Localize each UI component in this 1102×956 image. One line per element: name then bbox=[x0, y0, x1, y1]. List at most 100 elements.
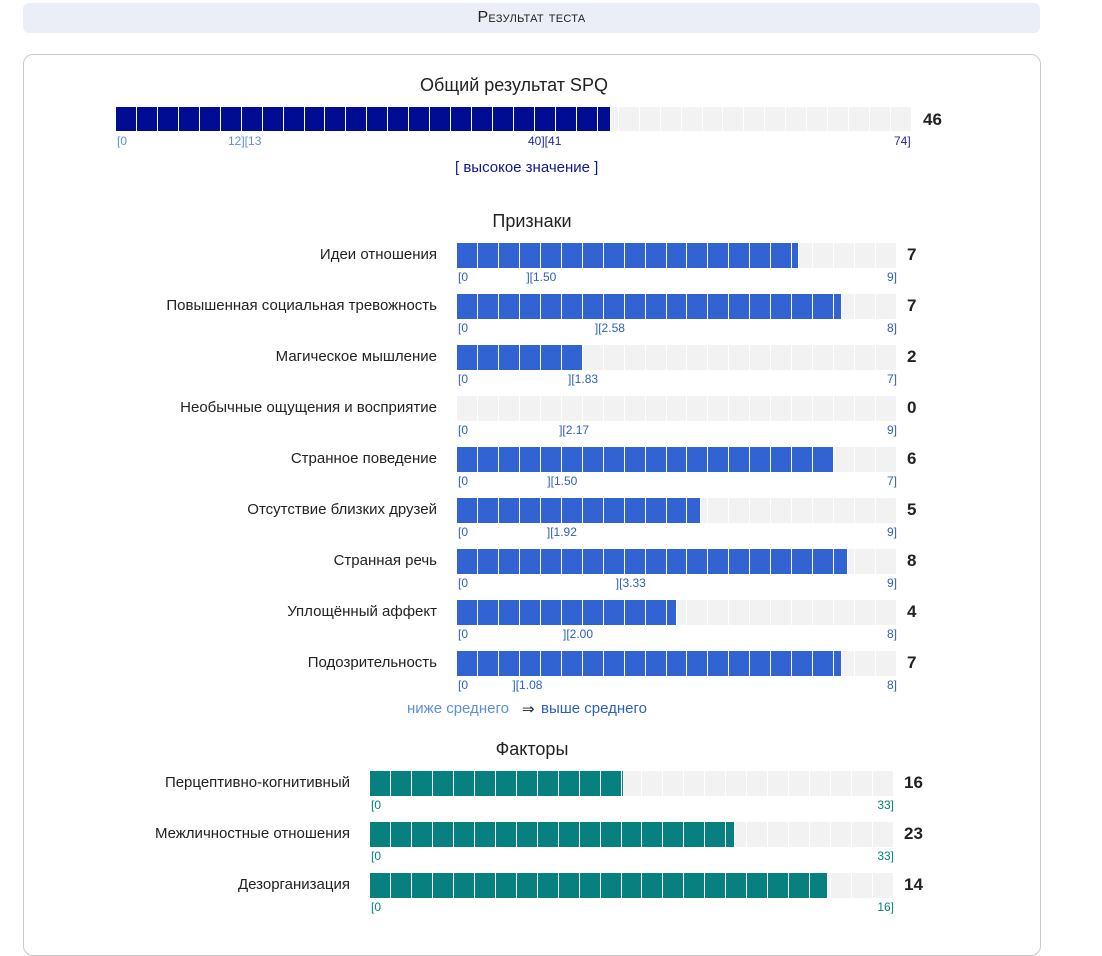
bar-segment bbox=[750, 651, 772, 676]
sign-bar bbox=[457, 600, 897, 625]
bar-segment bbox=[747, 822, 769, 847]
bar-segment bbox=[579, 771, 601, 796]
bar-segment bbox=[852, 822, 874, 847]
bar-segment bbox=[477, 549, 499, 574]
bar-segment bbox=[370, 873, 391, 898]
bar-segment bbox=[813, 651, 835, 676]
bar-segment bbox=[750, 549, 772, 574]
bar-segment bbox=[579, 822, 601, 847]
bar-segment bbox=[519, 243, 541, 268]
bar-segment bbox=[831, 822, 853, 847]
factor-score: 23 bbox=[904, 824, 923, 843]
bar-segment bbox=[457, 345, 478, 370]
bar-segment bbox=[582, 498, 604, 523]
bar-segment bbox=[457, 294, 478, 319]
bar-segment bbox=[561, 294, 583, 319]
bar-segment bbox=[390, 771, 412, 796]
signs-title: Признаки bbox=[492, 211, 572, 231]
bar-segment bbox=[645, 600, 667, 625]
bar-segment bbox=[603, 498, 625, 523]
bar-segment bbox=[792, 600, 814, 625]
bar-segment bbox=[498, 600, 520, 625]
bar-segment bbox=[457, 651, 478, 676]
bar-segment bbox=[744, 107, 766, 131]
bar-segment bbox=[855, 243, 877, 268]
bar-segment bbox=[199, 107, 221, 131]
bar-segment bbox=[771, 294, 793, 319]
bar-segment bbox=[582, 549, 604, 574]
bar-segment bbox=[477, 600, 499, 625]
bar-segment bbox=[813, 498, 835, 523]
bar-segment bbox=[432, 873, 454, 898]
bar-segment bbox=[747, 873, 769, 898]
bar-segment bbox=[792, 294, 814, 319]
bar-segment bbox=[370, 822, 391, 847]
sign-bar bbox=[457, 396, 897, 421]
bar-segment bbox=[558, 822, 580, 847]
bar-segment bbox=[729, 498, 751, 523]
sign-label: Странное поведение bbox=[290, 450, 437, 467]
bar-segment bbox=[241, 107, 263, 131]
bar-segment bbox=[792, 498, 814, 523]
bar-segment bbox=[582, 243, 604, 268]
factors-title: Факторы bbox=[495, 739, 569, 759]
bar-segment bbox=[474, 822, 496, 847]
bar-segment bbox=[842, 294, 856, 319]
bar-segment bbox=[540, 498, 562, 523]
bar-segment bbox=[768, 822, 790, 847]
bar-segment bbox=[582, 345, 604, 370]
bar-segment bbox=[262, 107, 284, 131]
overall-score: 46 bbox=[923, 110, 942, 129]
bar-segment bbox=[642, 822, 664, 847]
bar-segment bbox=[708, 600, 730, 625]
sign-bar bbox=[457, 294, 897, 319]
bar-segment bbox=[519, 294, 541, 319]
sign-min-label: [0 bbox=[458, 576, 469, 590]
bar-segment bbox=[411, 873, 433, 898]
bar-segment bbox=[687, 600, 709, 625]
bar-segment bbox=[561, 396, 583, 421]
bar-segment bbox=[852, 771, 874, 796]
bar-segment bbox=[624, 771, 643, 796]
bar-segment bbox=[750, 396, 772, 421]
bar-segment bbox=[681, 107, 703, 131]
bar-segment bbox=[870, 107, 892, 131]
bar-segment bbox=[750, 294, 772, 319]
bar-segment bbox=[498, 549, 520, 574]
bar-segment bbox=[457, 243, 478, 268]
bar-segment bbox=[768, 771, 790, 796]
bar-segment bbox=[624, 651, 646, 676]
bar-segment bbox=[873, 822, 894, 847]
sign-score: 4 bbox=[907, 602, 917, 621]
bar-segment bbox=[519, 447, 541, 472]
factor-min-label: [0 bbox=[371, 849, 382, 863]
bar-segment bbox=[666, 600, 677, 625]
bar-segment bbox=[477, 651, 499, 676]
bar-segment bbox=[666, 498, 688, 523]
bar-segment bbox=[735, 822, 748, 847]
bar-segment bbox=[876, 651, 897, 676]
bar-segment bbox=[610, 107, 619, 131]
bar-segment bbox=[645, 294, 667, 319]
bar-segment bbox=[325, 107, 347, 131]
bar-segment bbox=[687, 294, 709, 319]
sign-max-label: 8] bbox=[886, 627, 897, 641]
bar-segment bbox=[540, 549, 562, 574]
bar-segment bbox=[624, 345, 646, 370]
bar-segment bbox=[876, 549, 897, 574]
bar-segment bbox=[876, 345, 897, 370]
bar-segment bbox=[498, 345, 520, 370]
bar-segment bbox=[666, 294, 688, 319]
bar-segment bbox=[645, 243, 667, 268]
legend-arrow: ⇒ bbox=[522, 701, 535, 718]
factor-score: 14 bbox=[904, 875, 923, 894]
bar-segment bbox=[855, 651, 877, 676]
bar-segment bbox=[645, 651, 667, 676]
bar-segment bbox=[687, 651, 709, 676]
sign-score: 7 bbox=[907, 245, 917, 264]
bar-segment bbox=[516, 822, 538, 847]
bar-segment bbox=[477, 396, 499, 421]
bar-segment bbox=[750, 447, 772, 472]
bar-segment bbox=[792, 396, 814, 421]
bar-segment bbox=[645, 447, 667, 472]
